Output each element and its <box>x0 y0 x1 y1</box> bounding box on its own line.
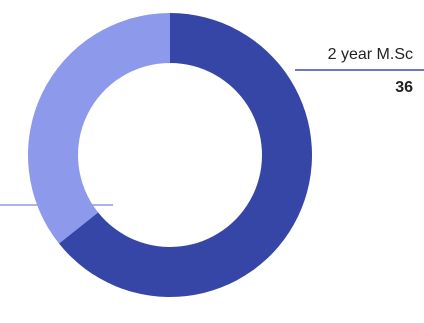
donut-slice <box>58 13 313 297</box>
slice-value: 36 <box>395 79 413 96</box>
slice-label: 2 year M.Sc <box>328 46 413 63</box>
donut-slice <box>28 13 171 244</box>
